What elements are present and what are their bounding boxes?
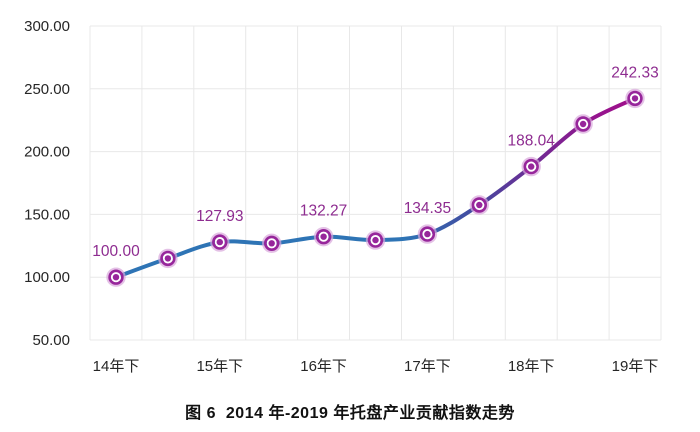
marker-dot-icon — [372, 236, 379, 244]
marker-ring-icon — [264, 235, 280, 252]
marker-halo-icon — [365, 230, 386, 250]
data-point-label: 127.93 — [196, 208, 243, 225]
marker-dot-icon — [528, 163, 535, 170]
y-tick-label: 300.00 — [24, 18, 70, 35]
y-tick-label: 200.00 — [24, 144, 70, 161]
marker-halo-icon — [469, 195, 489, 215]
x-tick-label: 14年下 — [93, 358, 140, 375]
marker-halo-icon — [106, 267, 126, 287]
marker-halo-icon — [158, 248, 178, 269]
marker-halo-icon — [625, 88, 645, 109]
marker-ring-icon — [627, 90, 643, 107]
x-tick-label: 19年下 — [612, 358, 659, 375]
y-tick-label: 150.00 — [24, 206, 70, 223]
marker-halo-icon — [210, 232, 230, 252]
data-point-label: 134.35 — [404, 200, 451, 217]
marker-ring-icon — [419, 226, 436, 242]
marker-dot-icon — [631, 95, 639, 102]
figure-caption: 图 6 2014 年-2019 年托盘产业贡献指数走势 — [185, 405, 515, 422]
x-tick-label: 18年下 — [508, 358, 555, 375]
marker-halo-icon — [313, 226, 334, 247]
marker-halo-icon — [417, 224, 438, 244]
marker-ring-icon — [575, 116, 591, 132]
marker-ring-icon — [471, 197, 487, 213]
marker-ring-icon — [212, 234, 228, 250]
marker-ring-icon — [160, 250, 176, 267]
marker-halo-icon — [573, 114, 593, 134]
x-tick-label: 15年下 — [196, 358, 243, 375]
marker-dot-icon — [579, 120, 587, 128]
line-chart: 300.00 250.00 200.00 150.00 100.00 50.00 14年下 1… — [24, 18, 662, 375]
marker-ring-icon — [108, 269, 124, 285]
marker-dot-icon — [112, 274, 120, 281]
marker-dot-icon — [320, 233, 327, 240]
marker-halo-icon — [262, 233, 282, 253]
y-tick-label: 50.00 — [32, 332, 70, 349]
marker-ring-icon — [315, 229, 332, 245]
x-tick-label: 16年下 — [300, 358, 347, 375]
marker-halo-icon — [521, 156, 541, 177]
data-point-label: 242.33 — [611, 64, 658, 81]
marker-dot-icon — [216, 238, 223, 246]
y-tick-label: 250.00 — [24, 81, 70, 98]
marker-ring-icon — [367, 232, 384, 248]
marker-dot-icon — [424, 230, 431, 238]
marker-dot-icon — [164, 255, 172, 262]
x-tick-label: 17年下 — [404, 358, 451, 375]
data-point-label: 132.27 — [300, 203, 347, 220]
data-point-label: 100.00 — [92, 243, 140, 260]
y-tick-label: 100.00 — [24, 269, 70, 286]
marker-dot-icon — [268, 240, 275, 247]
marker-ring-icon — [523, 158, 539, 175]
marker-dot-icon — [476, 201, 483, 209]
data-point-label: 188.04 — [507, 133, 555, 150]
